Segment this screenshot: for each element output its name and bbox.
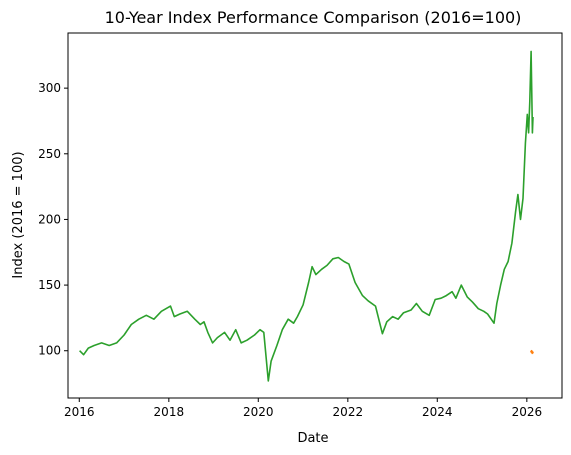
y-tick-label: 200 bbox=[38, 212, 61, 226]
x-tick-label: 2024 bbox=[422, 405, 453, 419]
x-tick-label: 2016 bbox=[64, 405, 95, 419]
x-tick-label: 2020 bbox=[243, 405, 274, 419]
x-axis-label: Date bbox=[297, 431, 328, 446]
series-line-1 bbox=[79, 50, 534, 382]
y-tick-label: 300 bbox=[38, 81, 61, 95]
y-tick-label: 150 bbox=[38, 278, 61, 292]
x-tick-label: 2022 bbox=[333, 405, 364, 419]
x-tick-label: 2026 bbox=[512, 405, 543, 419]
series-layer bbox=[79, 50, 534, 382]
y-axis-ticks: 100 150 200 250 300 bbox=[38, 81, 68, 358]
series-line-2 bbox=[530, 349, 534, 355]
x-tick-label: 2018 bbox=[154, 405, 185, 419]
x-axis-ticks: 2016 2018 2020 2022 2024 2026 bbox=[64, 398, 542, 419]
y-tick-label: 100 bbox=[38, 344, 61, 358]
y-axis-label: Index (2016 = 100) bbox=[11, 151, 26, 278]
y-tick-label: 250 bbox=[38, 147, 61, 161]
chart-title: 10-Year Index Performance Comparison (20… bbox=[105, 8, 522, 27]
plot-area bbox=[67, 32, 563, 399]
